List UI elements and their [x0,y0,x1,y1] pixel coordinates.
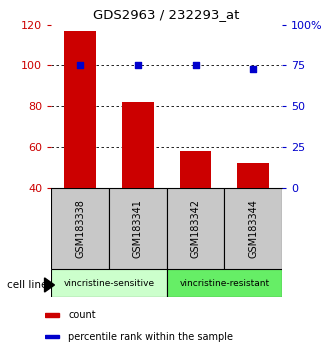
Text: GSM183338: GSM183338 [75,199,85,258]
Text: GSM183341: GSM183341 [133,199,143,258]
Bar [167,269,282,297]
Bar [122,102,154,188]
Point [77,63,82,68]
Bar [167,188,224,269]
Text: GSM183344: GSM183344 [248,199,258,258]
Bar [45,335,59,338]
Bar [51,188,109,269]
Title: GDS2963 / 232293_at: GDS2963 / 232293_at [93,8,240,21]
Point [135,63,140,68]
Bar [237,163,269,188]
Polygon shape [45,278,54,292]
Bar [64,31,96,188]
Text: percentile rank within the sample: percentile rank within the sample [68,332,233,342]
Text: vincristine-resistant: vincristine-resistant [179,279,270,288]
Point [193,63,198,68]
Point [251,66,256,72]
Bar [51,269,167,297]
Bar [224,188,282,269]
Text: cell line: cell line [7,280,47,290]
Text: vincristine-sensitive: vincristine-sensitive [63,279,154,288]
Text: GSM183342: GSM183342 [190,199,201,258]
Text: count: count [68,310,96,320]
Bar [45,313,59,316]
Bar [109,188,167,269]
Bar [180,151,212,188]
